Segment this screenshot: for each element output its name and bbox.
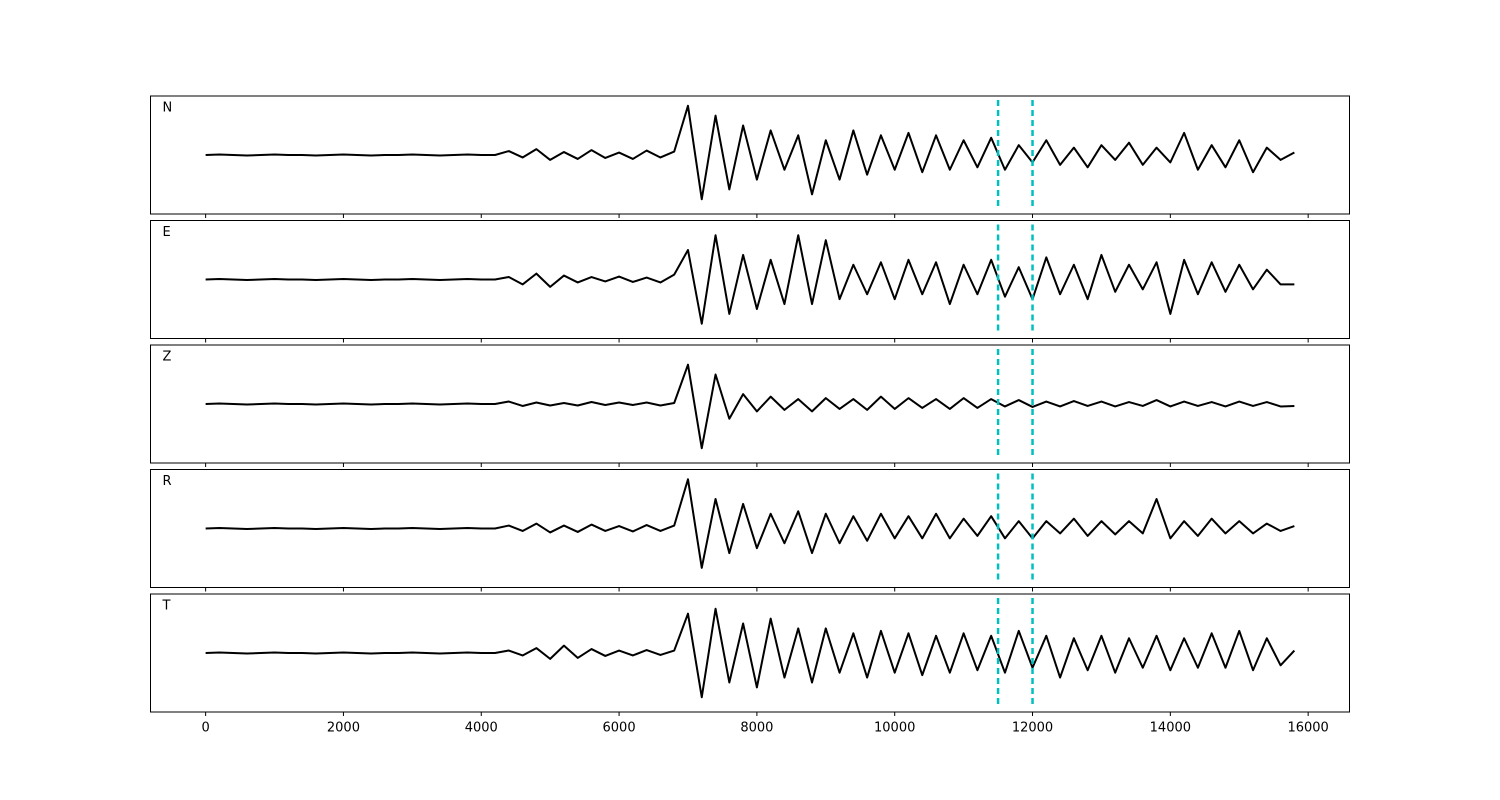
x-tick-label: 0	[201, 721, 209, 736]
trace	[205, 104, 1295, 201]
x-tick-label: 4000	[465, 721, 498, 736]
x-tick-label: 12000	[1012, 721, 1053, 736]
panel-label: Z	[163, 350, 172, 365]
panel-label: N	[163, 101, 173, 116]
trace	[205, 607, 1296, 699]
x-tick-label: 14000	[1150, 721, 1191, 736]
panel-label: E	[163, 225, 171, 240]
trace	[205, 363, 1295, 450]
x-tick-label: 6000	[603, 721, 636, 736]
x-tick-label: 8000	[740, 721, 773, 736]
panel-label: T	[162, 599, 171, 614]
x-tick-label: 16000	[1287, 721, 1328, 736]
x-tick-label: 10000	[874, 721, 915, 736]
trace	[205, 234, 1295, 325]
x-tick-label: 2000	[327, 721, 360, 736]
trace	[205, 478, 1295, 569]
panel-label: R	[163, 474, 172, 489]
